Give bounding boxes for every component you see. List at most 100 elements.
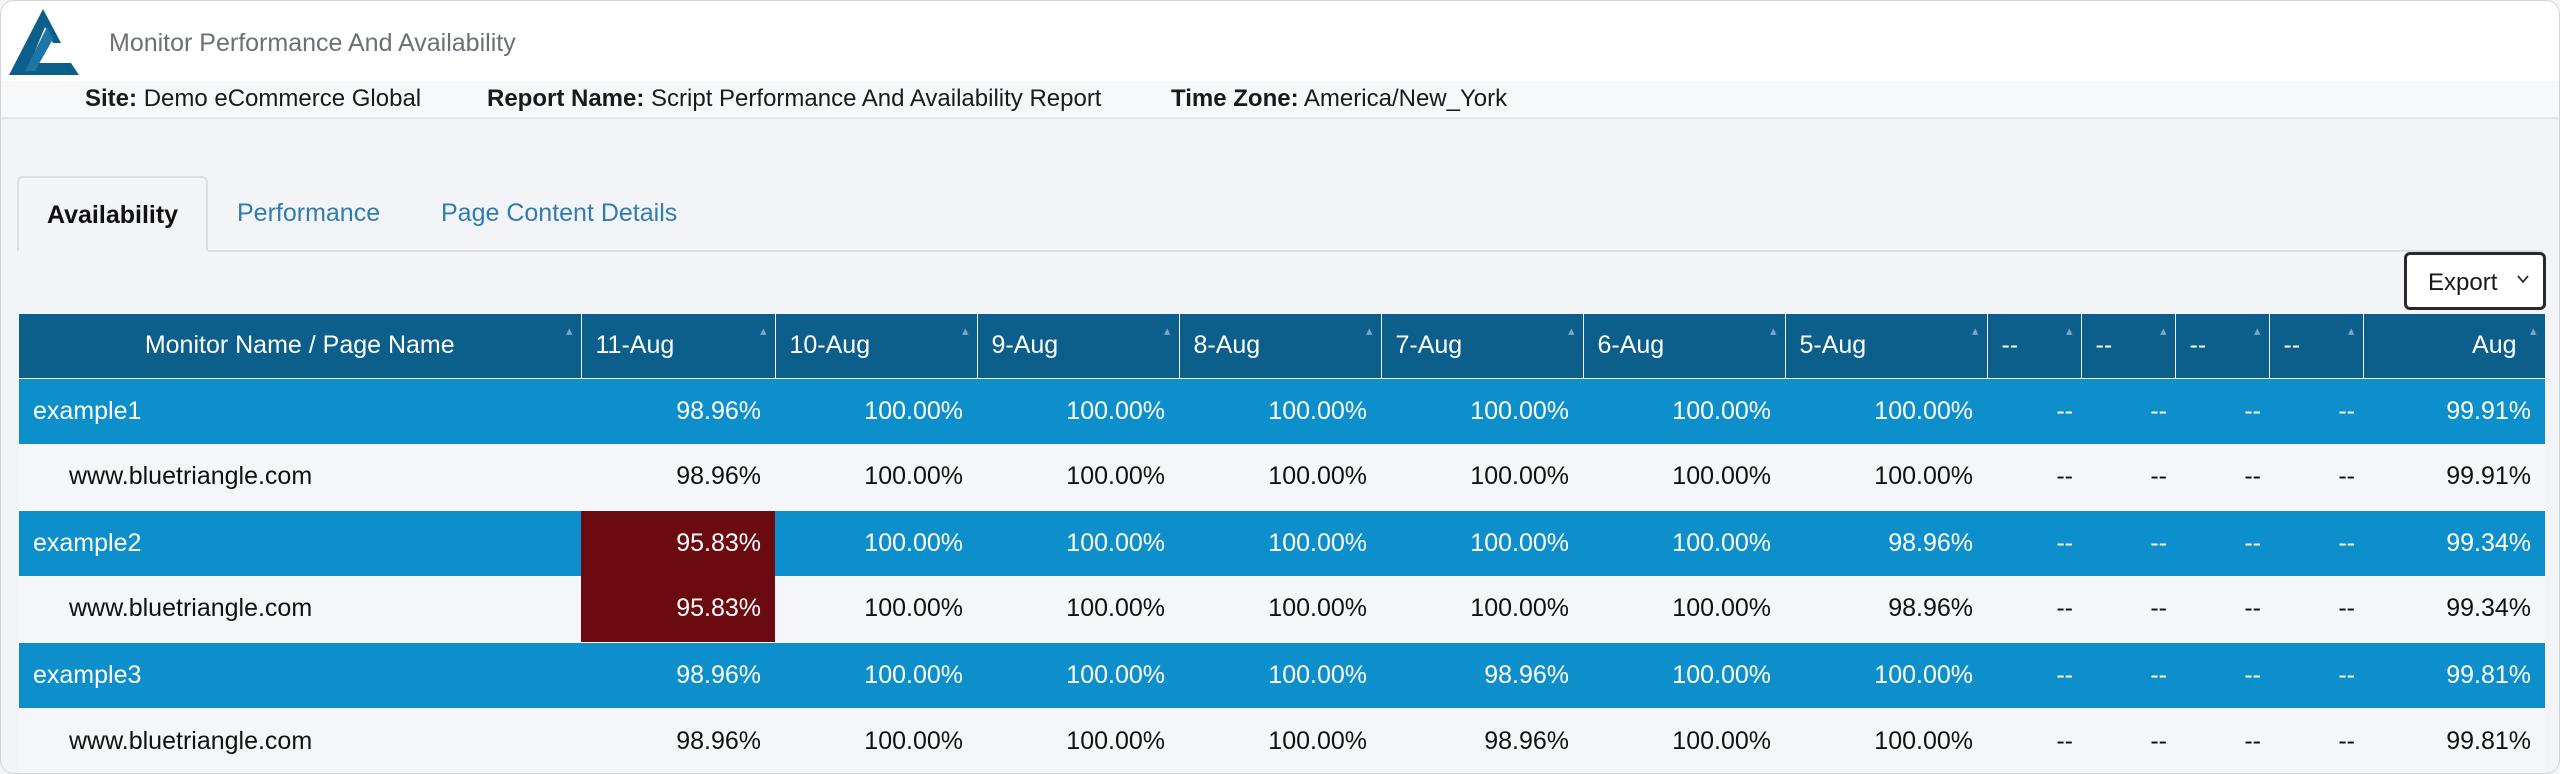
availability-cell: 100.00%: [1179, 509, 1381, 576]
top-bar: Monitor Performance And Availability: [1, 1, 2559, 81]
sort-icon[interactable]: ▴: [2253, 323, 2261, 338]
sort-icon[interactable]: ▴: [2529, 323, 2537, 338]
time-zone-value: America/New_York: [1303, 85, 1508, 112]
availability-cell: 99.81%: [2446, 726, 2531, 755]
availability-cell: 100.00%: [1583, 377, 1785, 444]
report-tabs: Availability Performance Page Content De…: [17, 176, 2543, 252]
availability-table: Monitor Name / Page Name ▴ 11-Aug ▴ 10-Aug ▴ 9…: [19, 314, 2546, 773]
sort-icon[interactable]: ▴: [2065, 323, 2073, 338]
sort-icon[interactable]: ▴: [759, 323, 767, 338]
availability-cell: --: [2150, 594, 2167, 623]
availability-cell: 100.00%: [1874, 462, 1973, 491]
availability-cell: 100.00%: [1381, 509, 1583, 576]
column-header-label: 5-Aug: [1799, 331, 1867, 360]
availability-cell: 100.00%: [977, 509, 1179, 576]
bluetriangle-logo[interactable]: [5, 5, 83, 79]
column-header[interactable]: -- ▴: [2081, 314, 2176, 378]
column-header-label: 8-Aug: [1193, 331, 1261, 360]
table-body: example1 98.96% 100.00% 100.00% 100.00% 100.0…: [19, 377, 2545, 773]
availability-cell: 99.91%: [2446, 462, 2531, 491]
monitor-row[interactable]: example2 95.83% 100.00% 100.00% 100.00% 100.0…: [19, 509, 2545, 576]
availability-cell: 100.00%: [1785, 641, 1987, 708]
tab-performance[interactable]: Performance: [237, 199, 381, 227]
availability-cell: --: [1987, 377, 2081, 444]
availability-cell: --: [2175, 509, 2269, 576]
column-header[interactable]: 11-Aug ▴: [581, 314, 776, 378]
page-name: www.bluetriangle.com: [69, 594, 313, 623]
availability-cell: 98.96%: [1785, 509, 1987, 576]
availability-cell: --: [2081, 509, 2175, 576]
report-name-info: Report Name: Script Performance And Avai…: [487, 85, 1101, 113]
availability-cell: 100.00%: [1583, 641, 1785, 708]
site-info: Site: Demo eCommerce Global: [85, 85, 421, 113]
availability-cell: --: [2056, 462, 2073, 491]
sort-icon[interactable]: ▴: [1163, 323, 1171, 338]
page-name: www.bluetriangle.com: [69, 462, 313, 491]
availability-cell: --: [1987, 509, 2081, 576]
column-header-label: 6-Aug: [1597, 331, 1665, 360]
sort-icon[interactable]: ▴: [565, 323, 573, 338]
availability-cell: --: [2175, 641, 2269, 708]
availability-cell: --: [2150, 462, 2167, 491]
availability-cell: --: [2056, 594, 2073, 623]
export-button[interactable]: Export: [2404, 252, 2546, 310]
monitor-row[interactable]: example1 98.96% 100.00% 100.00% 100.00% 100.0…: [19, 377, 2545, 444]
column-header[interactable]: 7-Aug ▴: [1381, 314, 1584, 378]
availability-cell: 100.00%: [775, 377, 977, 444]
availability-cell: 98.96%: [1381, 641, 1583, 708]
monitor-row[interactable]: example3 98.96% 100.00% 100.00% 100.00% 98.96…: [19, 641, 2545, 708]
column-header[interactable]: 6-Aug ▴: [1583, 314, 1786, 378]
availability-cell: 95.83%: [581, 509, 775, 576]
column-header[interactable]: 10-Aug ▴: [775, 314, 978, 378]
sort-icon[interactable]: ▴: [2159, 323, 2167, 338]
tab-availability[interactable]: Availability: [17, 176, 209, 252]
monitor-name: example1: [19, 377, 581, 444]
sort-icon[interactable]: ▴: [961, 323, 969, 338]
availability-cell: 100.00%: [1874, 726, 1973, 755]
availability-cell: 100.00%: [1785, 377, 1987, 444]
availability-cell: --: [2175, 377, 2269, 444]
tab-page-content-details[interactable]: Page Content Details: [441, 199, 678, 227]
site-label: Site:: [85, 85, 138, 112]
sort-icon[interactable]: ▴: [1365, 323, 1373, 338]
column-header-label: 7-Aug: [1395, 331, 1463, 360]
availability-cell: 100.00%: [775, 641, 977, 708]
availability-cell: 98.96%: [581, 641, 775, 708]
column-header-label: 11-Aug: [595, 331, 675, 360]
page-row[interactable]: www.bluetriangle.com 95.83% 100.00% 100.00%…: [19, 576, 2545, 642]
column-header-name[interactable]: Monitor Name / Page Name ▴: [19, 314, 582, 378]
sort-icon[interactable]: ▴: [1567, 323, 1575, 338]
availability-cell: 99.91%: [2363, 377, 2545, 444]
availability-cell: --: [2081, 377, 2175, 444]
availability-cell: 95.83%: [581, 576, 775, 642]
availability-cell: --: [2081, 641, 2175, 708]
page-name: www.bluetriangle.com: [69, 726, 313, 755]
page-row[interactable]: www.bluetriangle.com 98.96% 100.00% 100.00%…: [19, 444, 2545, 510]
availability-cell: --: [1987, 641, 2081, 708]
column-header[interactable]: -- ▴: [1987, 314, 2082, 378]
sort-icon[interactable]: ▴: [1971, 323, 1979, 338]
availability-cell: 99.34%: [2446, 594, 2531, 623]
availability-cell: 100.00%: [1268, 594, 1367, 623]
column-header-label: Monitor Name / Page Name: [144, 331, 455, 360]
column-header[interactable]: 9-Aug ▴: [977, 314, 1180, 378]
site-value: Demo eCommerce Global: [143, 85, 422, 112]
column-header[interactable]: 5-Aug ▴: [1785, 314, 1988, 378]
app-title: Monitor Performance And Availability: [109, 29, 516, 57]
availability-cell: 100.00%: [1470, 594, 1569, 623]
availability-cell: 100.00%: [864, 594, 963, 623]
availability-cell: --: [2269, 641, 2363, 708]
time-zone-info: Time Zone: America/New_York: [1171, 85, 1507, 113]
availability-cell: --: [2269, 509, 2363, 576]
column-header[interactable]: -- ▴: [2175, 314, 2270, 378]
sort-icon[interactable]: ▴: [2347, 323, 2355, 338]
sort-icon[interactable]: ▴: [1769, 323, 1777, 338]
column-header-label: Aug: [2472, 331, 2517, 360]
column-header[interactable]: Aug ▴: [2363, 314, 2546, 378]
page-row[interactable]: www.bluetriangle.com 98.96% 100.00% 100.00%…: [19, 708, 2545, 773]
column-header[interactable]: 8-Aug ▴: [1179, 314, 1382, 378]
availability-cell: 100.00%: [864, 726, 963, 755]
column-header-label: --: [2001, 331, 2019, 360]
column-header[interactable]: -- ▴: [2269, 314, 2364, 378]
availability-cell: 100.00%: [977, 377, 1179, 444]
